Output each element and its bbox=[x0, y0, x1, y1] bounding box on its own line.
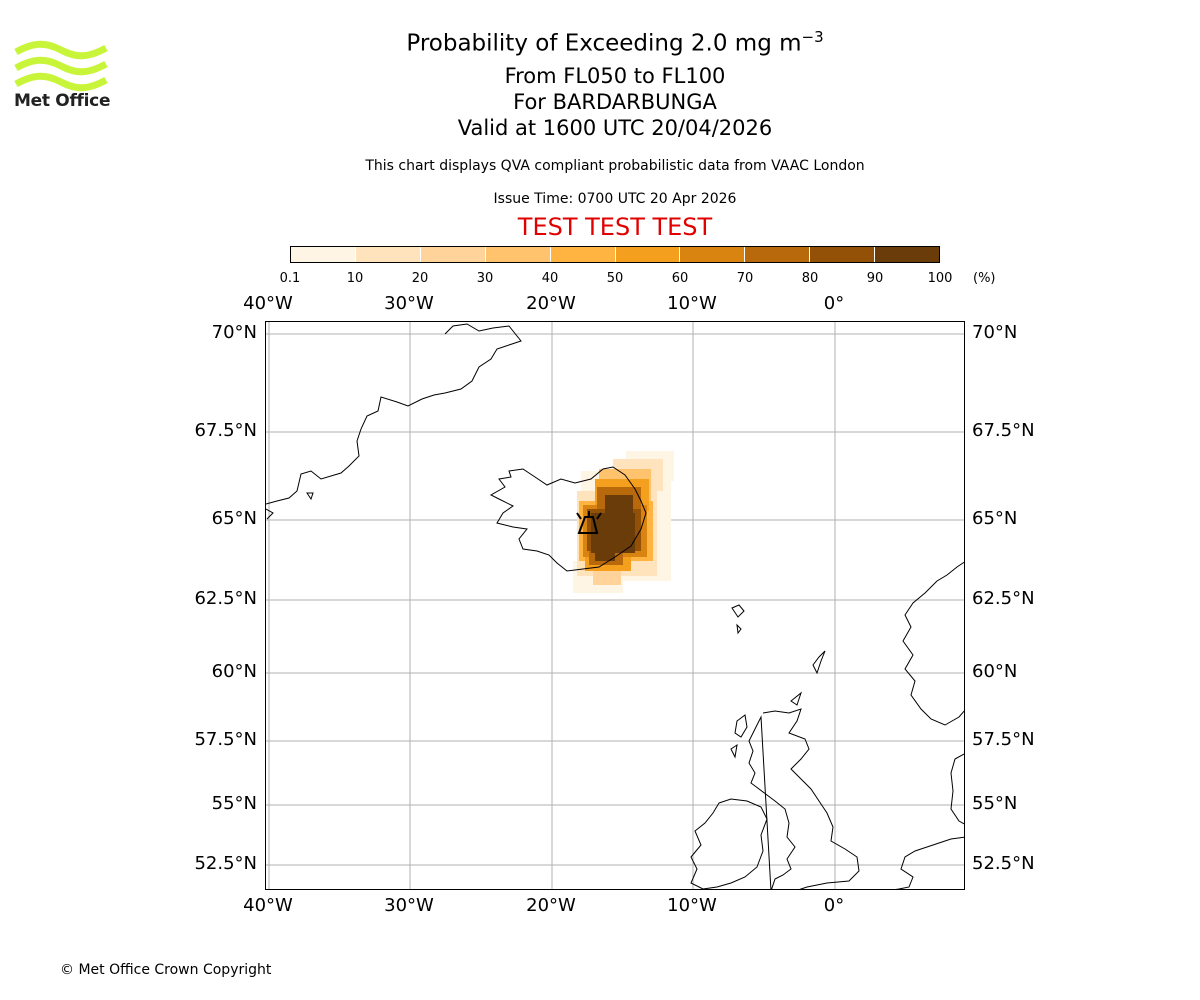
colorbar-segment bbox=[419, 247, 485, 262]
map-panel bbox=[265, 321, 965, 890]
denmark-coast bbox=[950, 753, 964, 825]
faroe-coast bbox=[731, 604, 745, 618]
chart-description: This chart displays QVA compliant probab… bbox=[365, 158, 865, 174]
norway-coast bbox=[902, 561, 964, 726]
shetland-coast bbox=[812, 650, 826, 675]
lon-label-bottom: 0° bbox=[823, 895, 845, 916]
colorbar-tick-label: 80 bbox=[801, 271, 819, 286]
lon-label-bottom: 30°W bbox=[384, 895, 434, 916]
test-banner: TEST TEST TEST bbox=[517, 213, 713, 241]
lat-label-left: 67.5°N bbox=[194, 420, 257, 441]
lat-label-right: 55°N bbox=[972, 793, 1018, 814]
met-office-logo bbox=[14, 40, 108, 92]
lat-label-left: 55°N bbox=[211, 793, 257, 814]
lat-label-right: 67.5°N bbox=[972, 420, 1035, 441]
lat-label-left: 65°N bbox=[211, 508, 257, 529]
colorbar-segment bbox=[291, 247, 355, 262]
colorbar-unit: (%) bbox=[973, 271, 996, 286]
lat-label-left: 60°N bbox=[211, 661, 257, 682]
colorbar-segment bbox=[484, 247, 550, 262]
lat-label-right: 52.5°N bbox=[972, 853, 1035, 874]
title-text: Probability of Exceeding 2.0 mg m bbox=[406, 30, 802, 57]
colorbar-tick-label: 50 bbox=[606, 271, 624, 286]
britain-coast bbox=[762, 708, 860, 889]
lat-label-right: 62.5°N bbox=[972, 588, 1035, 609]
lon-label-top: 30°W bbox=[384, 293, 434, 314]
colorbar-tick-label: 70 bbox=[736, 271, 754, 286]
lat-label-left: 70°N bbox=[211, 322, 257, 343]
colorbar-segment bbox=[549, 247, 615, 262]
colorbar-segment bbox=[354, 247, 420, 262]
colorbar bbox=[290, 246, 940, 263]
colorbar-segment bbox=[614, 247, 680, 262]
colorbar-tick-label: 60 bbox=[671, 271, 689, 286]
colorbar-tick-label: 100 bbox=[927, 271, 953, 286]
logo-text: Met Office bbox=[14, 91, 111, 111]
iceland-coast bbox=[489, 466, 647, 572]
volcano-name: For BARDARBUNGA bbox=[513, 90, 717, 114]
flight-levels: From FL050 to FL100 bbox=[504, 64, 726, 88]
colorbar-segment bbox=[679, 247, 745, 262]
ireland-coast bbox=[690, 798, 768, 889]
lat-label-left: 62.5°N bbox=[194, 588, 257, 609]
colorbar-tick-label: 20 bbox=[411, 271, 429, 286]
title-superscript: −3 bbox=[801, 28, 824, 46]
colorbar-tick-label: 0.1 bbox=[279, 271, 301, 286]
lon-label-top: 10°W bbox=[667, 293, 717, 314]
lon-label-top: 40°W bbox=[243, 293, 293, 314]
graticule bbox=[266, 322, 964, 889]
greenland-coast bbox=[266, 323, 522, 505]
lat-label-right: 65°N bbox=[972, 508, 1018, 529]
lat-label-right: 60°N bbox=[972, 661, 1018, 682]
colorbar-segment bbox=[874, 247, 940, 262]
lon-label-bottom: 20°W bbox=[526, 895, 576, 916]
colorbar-tick-label: 30 bbox=[476, 271, 494, 286]
copyright: © Met Office Crown Copyright bbox=[60, 962, 272, 978]
colorbar-segment bbox=[809, 247, 875, 262]
coastlines bbox=[266, 323, 964, 889]
lat-label-right: 57.5°N bbox=[972, 729, 1035, 750]
lon-label-bottom: 10°W bbox=[667, 895, 717, 916]
colorbar-tick-label: 40 bbox=[541, 271, 559, 286]
chart-title: Probability of Exceeding 2.0 mg m−3 bbox=[0, 28, 1200, 57]
colorbar-tick-label: 10 bbox=[346, 271, 364, 286]
colorbar-segment bbox=[744, 247, 810, 262]
issue-time: Issue Time: 0700 UTC 20 Apr 2026 bbox=[493, 191, 737, 207]
lon-label-bottom: 40°W bbox=[243, 895, 293, 916]
lat-label-right: 70°N bbox=[972, 322, 1018, 343]
lon-label-top: 20°W bbox=[526, 293, 576, 314]
lat-label-left: 57.5°N bbox=[194, 729, 257, 750]
probability-plume bbox=[573, 451, 674, 593]
lat-label-left: 52.5°N bbox=[194, 853, 257, 874]
map-canvas bbox=[266, 322, 964, 889]
volcano-icon bbox=[576, 511, 602, 534]
lon-label-top: 0° bbox=[823, 293, 845, 314]
continent-coast bbox=[895, 836, 964, 889]
valid-time: Valid at 1600 UTC 20/04/2026 bbox=[457, 116, 773, 140]
colorbar-tick-label: 90 bbox=[866, 271, 884, 286]
